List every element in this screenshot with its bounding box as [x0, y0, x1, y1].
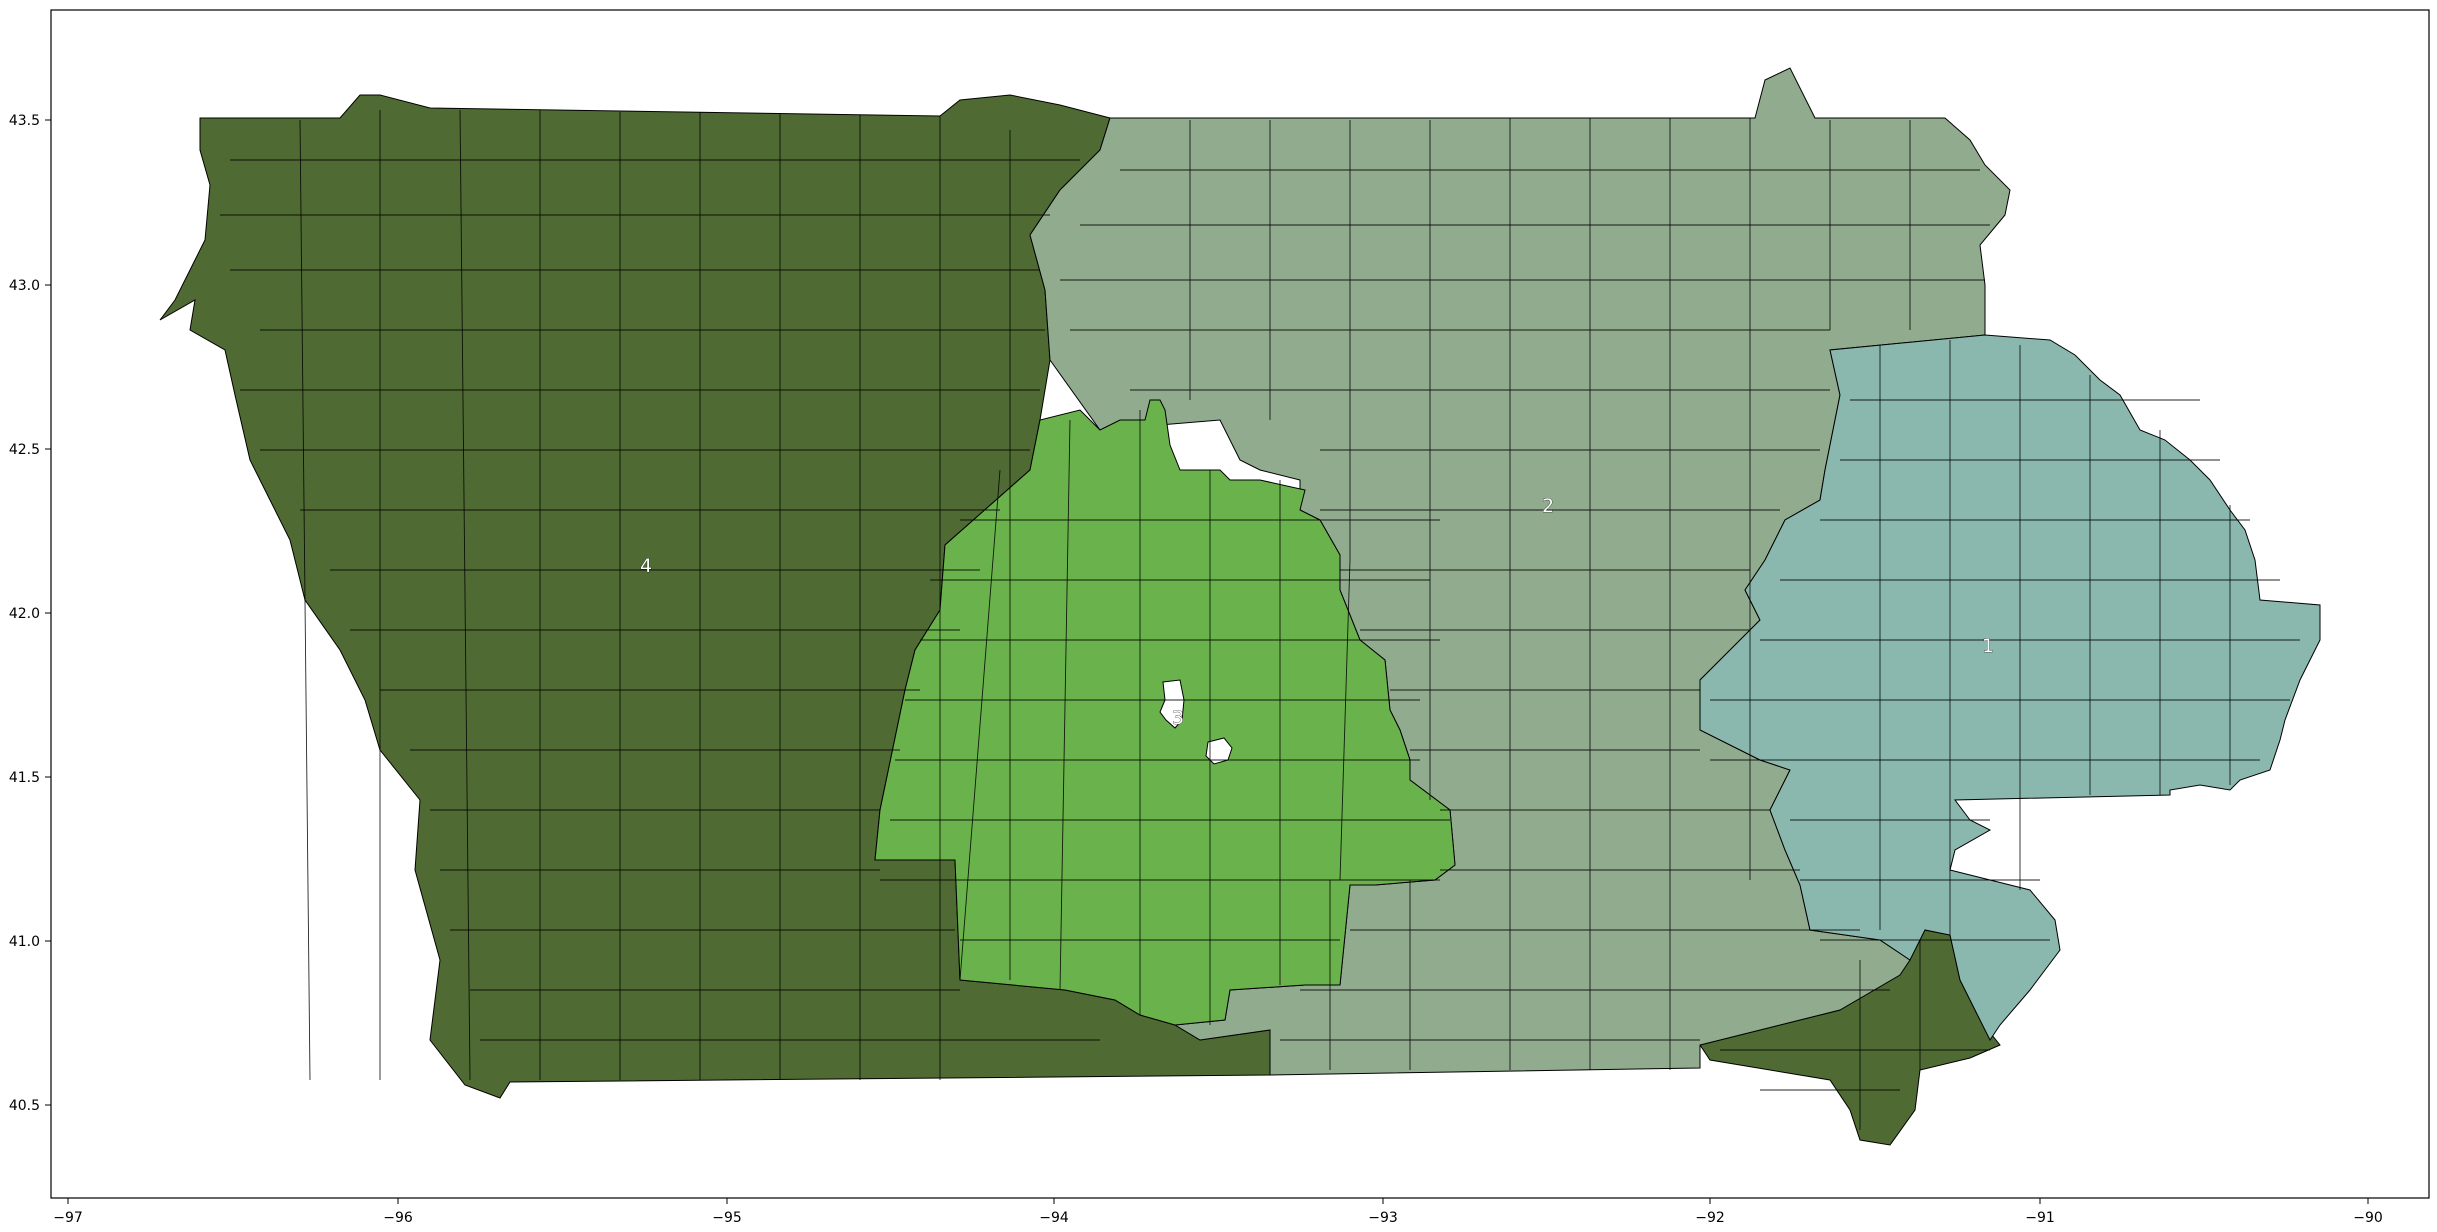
y-tick-label: 40.5 — [9, 1098, 40, 1114]
y-tick-label: 43.5 — [9, 113, 40, 129]
y-tick-label: 42.0 — [9, 606, 40, 622]
y-tick-label: 42.5 — [9, 442, 40, 458]
y-tick-label: 43.0 — [9, 278, 40, 294]
y-tick-label: 41.0 — [9, 934, 40, 950]
x-tick-label: −97 — [53, 1210, 83, 1226]
district-label-3: 3 — [1172, 707, 1184, 729]
x-tick-label: −91 — [2025, 1210, 2055, 1226]
district-label-1: 1 — [1982, 635, 1994, 657]
x-tick-label: −92 — [1695, 1210, 1725, 1226]
x-tick-label: −90 — [2353, 1210, 2383, 1226]
x-axis: −97 −96 −95 −94 −93 −92 −91 −90 — [53, 1198, 2383, 1226]
district-label-4: 4 — [640, 555, 652, 577]
y-axis: 40.5 41.0 41.5 42.0 42.5 43.0 43.5 — [9, 113, 51, 1114]
x-tick-label: −95 — [712, 1210, 742, 1226]
district-label-2: 2 — [1542, 495, 1554, 517]
x-tick-label: −93 — [1368, 1210, 1398, 1226]
x-tick-label: −94 — [1039, 1210, 1069, 1226]
y-tick-label: 41.5 — [9, 770, 40, 786]
unassigned-area-north — [1159, 679, 1185, 729]
precinct-boundaries — [220, 109, 2300, 1130]
x-tick-label: −96 — [383, 1210, 413, 1226]
